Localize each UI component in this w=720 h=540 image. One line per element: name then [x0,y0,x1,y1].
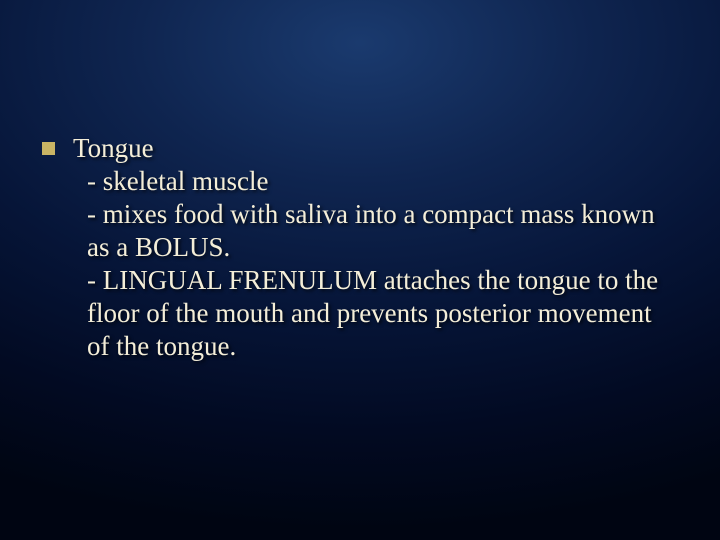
bullet-line-3: - LINGUAL FRENULUM attaches the tongue t… [73,264,680,363]
slide: Tongue - skeletal muscle - mixes food wi… [0,0,720,540]
bullet-content: Tongue - skeletal muscle - mixes food wi… [73,132,680,363]
bullet-title: Tongue [73,132,680,165]
bullet-line-2: - mixes food with saliva into a compact … [73,198,680,264]
bullet-block: Tongue - skeletal muscle - mixes food wi… [40,132,680,363]
bullet-line-1: - skeletal muscle [73,165,680,198]
square-bullet-icon [42,142,55,155]
